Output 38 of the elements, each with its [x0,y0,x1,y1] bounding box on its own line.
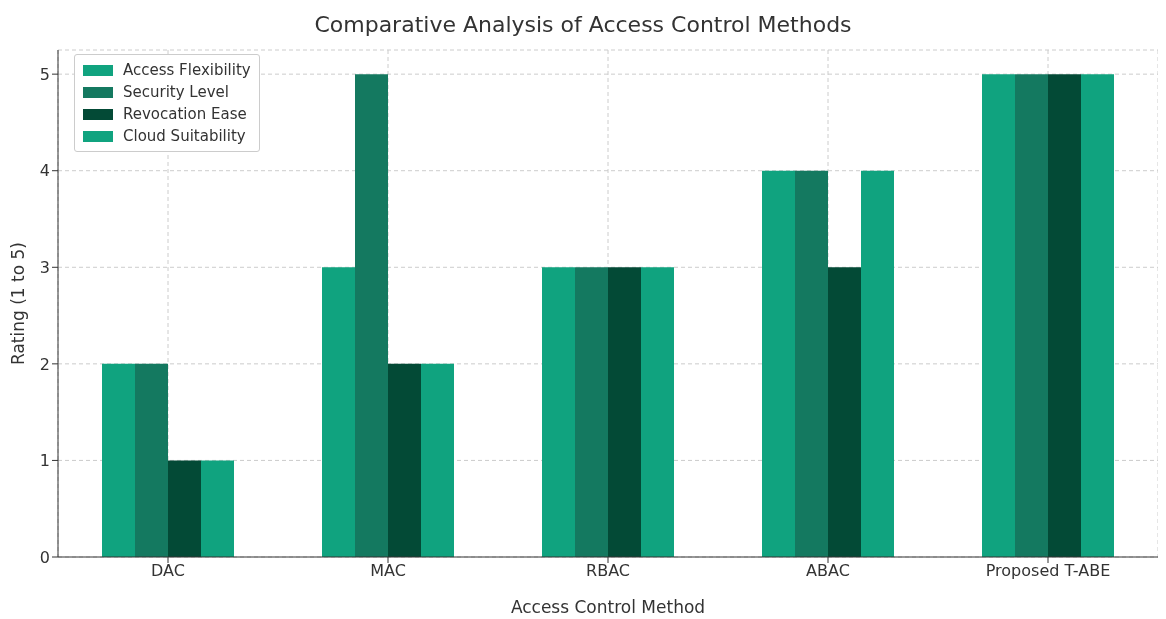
bar [1048,74,1081,557]
bar [861,170,894,557]
legend-label: Cloud Suitability [123,127,246,145]
bar [762,170,795,557]
y-tick-label: 2 [39,354,50,374]
bar [421,363,454,557]
legend-label: Revocation Ease [123,105,247,123]
bar [1015,74,1048,557]
y-tick-label: 3 [39,257,50,277]
x-tick-label: RBAC [586,561,630,581]
y-tick-label: 1 [39,451,50,471]
y-tick-label: 0 [39,547,50,567]
chart-title: Comparative Analysis of Access Control Methods [313,11,853,39]
bar [542,267,575,557]
x-tick-label: Proposed T-ABE [985,561,1111,581]
x-axis-title: Access Control Method [510,597,706,617]
bar [982,74,1015,557]
bar [388,363,421,557]
x-tick-label: ABAC [806,561,850,581]
x-tick-label: MAC [370,561,406,581]
bar [795,170,828,557]
bar [641,267,674,557]
bar [608,267,641,557]
y-tick-label: 5 [39,64,50,84]
y-axis-title: Rating (1 to 5) [8,242,29,365]
bar [575,267,608,557]
legend-label: Access Flexibility [123,61,251,79]
bar [355,74,388,557]
bar [102,363,135,557]
bar [1081,74,1114,557]
legend-label: Security Level [123,83,229,101]
bar [168,460,201,557]
bar [322,267,355,557]
y-tick-label: 4 [39,161,50,181]
bar [135,363,168,557]
x-tick-label: DAC [151,561,185,581]
bar [828,267,861,557]
bar [201,460,234,557]
